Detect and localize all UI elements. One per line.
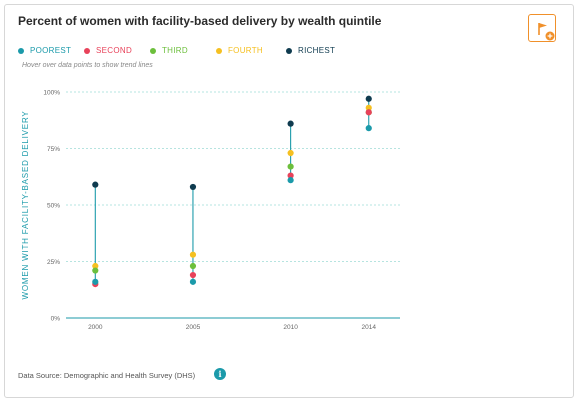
data-point-second (287, 172, 294, 179)
x-tick-label: 2000 (88, 324, 103, 331)
data-source: Data Source: Demographic and Health Surv… (18, 371, 196, 380)
y-tick-label: 100% (43, 90, 60, 97)
data-point-poorest (365, 125, 372, 132)
data-point-poorest (92, 278, 99, 285)
x-tick-label: 2014 (362, 324, 377, 331)
flag-add-button[interactable] (528, 14, 556, 42)
data-point-richest (189, 183, 197, 191)
data-point-third (92, 267, 99, 274)
data-point-fourth (287, 149, 294, 157)
data-point-third (189, 262, 197, 270)
legend-dot-icon (216, 48, 222, 54)
legend-label: SECOND (96, 46, 133, 55)
data-point-poorest (189, 278, 197, 285)
legend-label: POOREST (30, 46, 72, 55)
info-icon[interactable]: i (214, 368, 226, 380)
data-point-fourth (189, 251, 197, 258)
flag-add-icon (538, 23, 555, 41)
data-point-richest (365, 95, 372, 102)
chart-title: Percent of women with facility-based del… (18, 14, 382, 28)
data-point-richest (287, 120, 294, 127)
hover-hint: Hover over data points to show trend lin… (22, 62, 153, 69)
y-tick-label: 25% (47, 259, 60, 266)
y-axis-title: WOMEN WITH FACILITY-BASED DELIVERY (21, 110, 30, 299)
y-tick-label: 0% (51, 316, 61, 323)
y-tick-label: 75% (47, 146, 60, 153)
legend-dot-icon (286, 48, 292, 54)
x-tick-label: 2005 (186, 324, 201, 331)
data-point-poorest (287, 177, 294, 184)
legend-dot-icon (150, 48, 156, 54)
legend-label: RICHEST (298, 46, 336, 55)
legend-dot-icon (84, 48, 90, 54)
legend-dot-icon (18, 48, 24, 54)
legend-label: FOURTH (228, 46, 263, 55)
chart-card (4, 4, 574, 398)
data-point-third (287, 163, 294, 170)
x-tick-label: 2010 (283, 324, 298, 331)
y-tick-label: 50% (47, 203, 60, 210)
legend-label: THIRD (162, 46, 188, 55)
data-point-fourth (92, 262, 99, 270)
data-point-fourth (365, 104, 372, 111)
data-point-second (189, 271, 197, 279)
data-point-second (365, 109, 372, 116)
data-point-richest (92, 181, 99, 188)
